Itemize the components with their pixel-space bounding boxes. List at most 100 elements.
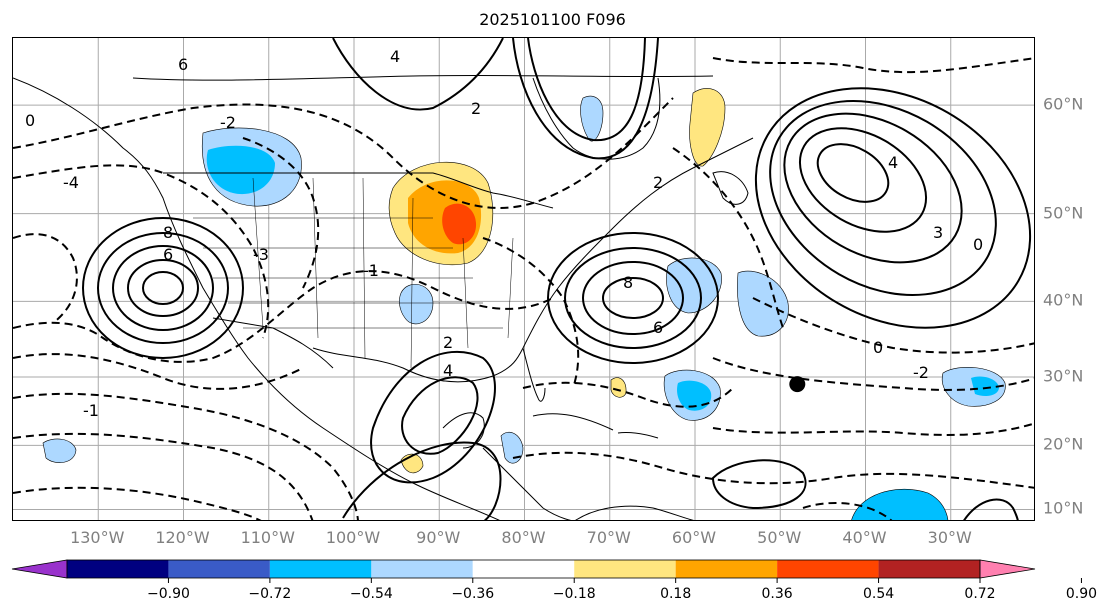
contour-label: 2 bbox=[653, 173, 663, 192]
contour-low-pacific-1 bbox=[82, 217, 244, 359]
dashed-contour-5 bbox=[13, 392, 359, 520]
contour-label: -1 bbox=[363, 261, 379, 280]
contour-low-pacific-3 bbox=[112, 245, 214, 331]
colorbar-segment bbox=[67, 560, 169, 578]
colorbar-tick-label: −0.72 bbox=[248, 586, 292, 602]
colorbar-tick-label: 0.36 bbox=[761, 586, 793, 602]
contour-hudson-high-2 bbox=[512, 38, 659, 160]
dashed-contour-14 bbox=[482, 237, 580, 389]
colorbar-segment bbox=[777, 560, 879, 578]
contour-label: 6 bbox=[163, 245, 173, 264]
colorbar-tick-label: −0.18 bbox=[552, 586, 596, 602]
dashed-contour-12 bbox=[512, 451, 1034, 489]
contour-label: 2 bbox=[443, 333, 453, 352]
shade-negative-pacific-core bbox=[206, 145, 275, 195]
dashed-contour-4 bbox=[13, 353, 304, 390]
dashed-contour-8 bbox=[712, 57, 1034, 74]
colorbar-tick-label: 0.72 bbox=[964, 586, 996, 602]
border-us-canada bbox=[163, 172, 554, 209]
contour-label: 0 bbox=[25, 111, 35, 130]
dashed-contour-15 bbox=[672, 147, 784, 329]
shade-negative-atlantic-2 bbox=[737, 270, 789, 337]
shaded-anomalies bbox=[42, 88, 1006, 520]
contour-labels: 6 4 2 0 -2 -4 8 6 -3 -1 2 4 8 6 4 3 0 2 -2 0 -1 bbox=[25, 47, 983, 420]
contour-high-north-atlantic-3 bbox=[783, 112, 963, 264]
dashed-contour-2 bbox=[13, 164, 270, 339]
coastline-central-america bbox=[482, 447, 572, 520]
shade-negative-atlantic-3-core bbox=[677, 380, 712, 411]
latitude-label: 10°N bbox=[1043, 498, 1084, 518]
contour-tropics-east bbox=[711, 459, 807, 510]
contour-label: 6 bbox=[653, 318, 663, 337]
colorbar-tick-label: −0.36 bbox=[451, 586, 495, 602]
contour-label: 3 bbox=[933, 223, 943, 242]
longitude-label: 80°W bbox=[501, 528, 546, 547]
contour-gulf-2 bbox=[401, 376, 479, 455]
latitude-label: 50°N bbox=[1043, 203, 1084, 223]
station-marker bbox=[789, 376, 806, 393]
contour-label: 8 bbox=[163, 223, 173, 242]
dashed-contour-11 bbox=[712, 422, 1034, 436]
contour-high-north-atlantic-1 bbox=[754, 87, 1032, 329]
shade-negative-pacific-small bbox=[42, 438, 77, 463]
colorbar-tick-label: −0.54 bbox=[349, 586, 393, 602]
contour-low-atlantic-2 bbox=[564, 247, 702, 349]
map-title: 2025101100 F096 bbox=[479, 10, 626, 29]
solid-contours bbox=[82, 38, 1032, 520]
contour-label: -4 bbox=[63, 173, 79, 192]
shade-negative-atlantic-1 bbox=[666, 257, 722, 314]
contour-label: -1 bbox=[83, 401, 99, 420]
contour-low-atlantic-1 bbox=[547, 232, 719, 364]
contour-label: 4 bbox=[888, 153, 898, 172]
contour-hudson-high bbox=[332, 38, 504, 111]
coastline-cuba bbox=[532, 413, 614, 431]
coastline-hudson-bay bbox=[532, 77, 661, 160]
colorbar-tick-label: 0.90 bbox=[1065, 586, 1098, 602]
dashed-contour-10 bbox=[712, 357, 1034, 391]
longitude-label: 50°W bbox=[757, 528, 802, 547]
colorbar-tick-label: −0.90 bbox=[146, 586, 190, 602]
dashed-contour-3 bbox=[13, 270, 554, 363]
dashed-contour-17 bbox=[13, 233, 78, 324]
dashed-contour-6 bbox=[13, 432, 314, 520]
longitude-label: 100°W bbox=[325, 528, 381, 547]
graticule bbox=[13, 38, 1034, 520]
contour-low-atlantic-4 bbox=[602, 277, 664, 319]
colorbar-segment bbox=[472, 560, 575, 578]
colorbar-segment bbox=[371, 560, 473, 578]
colorbar-tick-label: 0.18 bbox=[660, 586, 692, 602]
colorbar-extend-low bbox=[11, 559, 68, 579]
contour-high-north-atlantic-5 bbox=[816, 143, 890, 203]
shade-negative-hudson bbox=[580, 95, 604, 142]
colorbar-frame bbox=[66, 559, 981, 579]
colorbar-segment bbox=[675, 560, 778, 578]
contour-gulf-3 bbox=[342, 441, 502, 520]
contour-tropics-far-east bbox=[963, 498, 1019, 520]
latitude-label: 60°N bbox=[1043, 94, 1084, 114]
contour-label: 2 bbox=[471, 99, 481, 118]
latitude-label: 30°N bbox=[1043, 366, 1084, 386]
contour-label: 0 bbox=[873, 338, 883, 357]
contour-label: -2 bbox=[913, 363, 929, 382]
longitude-label: 70°W bbox=[586, 528, 631, 547]
dashed-contour-1 bbox=[13, 97, 674, 209]
coastline-east-us bbox=[522, 137, 754, 349]
contour-label: 0 bbox=[973, 235, 983, 254]
coastline-hispaniola bbox=[617, 432, 659, 439]
latitude-label: 40°N bbox=[1043, 290, 1084, 310]
colorbar-tick-label: 0.54 bbox=[862, 586, 895, 602]
longitude-label: 60°W bbox=[671, 528, 717, 547]
dashed-contours bbox=[13, 57, 1034, 520]
shade-positive-atlantic-small bbox=[610, 377, 627, 398]
coastline-canada-north bbox=[132, 74, 714, 81]
contour-label: 8 bbox=[623, 273, 633, 292]
contour-label: -3 bbox=[253, 245, 269, 264]
shade-negative-east-atlantic-core bbox=[971, 376, 999, 396]
shade-negative-tropics bbox=[851, 488, 949, 520]
shade-negative-caribbean bbox=[500, 432, 524, 464]
contour-label: 4 bbox=[443, 361, 453, 380]
contour-hudson-high-3 bbox=[527, 38, 646, 142]
map-panel: 6 4 2 0 -2 -4 8 6 -3 -1 2 4 8 6 4 3 0 2 -2 0 -1 bbox=[12, 37, 1035, 521]
contour-low-pacific-2 bbox=[97, 232, 229, 344]
colorbar-segment bbox=[168, 560, 270, 578]
